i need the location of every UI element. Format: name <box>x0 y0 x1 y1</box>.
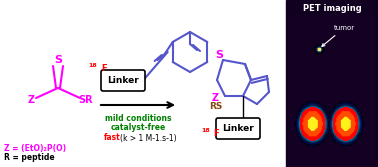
Text: mild conditions: mild conditions <box>105 114 171 123</box>
Text: Linker: Linker <box>107 76 139 85</box>
Bar <box>286 0 378 167</box>
Text: S: S <box>54 55 62 65</box>
Text: Z: Z <box>28 95 34 105</box>
Text: SR: SR <box>79 95 93 105</box>
Text: tumor: tumor <box>322 25 355 46</box>
FancyBboxPatch shape <box>216 118 260 139</box>
Text: Linker: Linker <box>222 124 254 133</box>
Text: R = peptide: R = peptide <box>4 153 55 162</box>
Text: Z = (EtO)₂P(O): Z = (EtO)₂P(O) <box>4 143 66 152</box>
Text: F: F <box>213 128 218 137</box>
Text: PET imaging: PET imaging <box>303 4 361 13</box>
Text: 18: 18 <box>88 62 97 67</box>
Text: 18: 18 <box>201 127 210 132</box>
Text: RS: RS <box>210 102 223 111</box>
Text: F: F <box>101 63 107 72</box>
Text: Z: Z <box>212 93 219 103</box>
Text: (k > 1 M-1.s-1): (k > 1 M-1.s-1) <box>120 133 177 142</box>
FancyBboxPatch shape <box>101 70 145 91</box>
Text: fast: fast <box>104 133 121 142</box>
Text: catalyst-free: catalyst-free <box>110 124 166 132</box>
Text: S: S <box>215 50 223 60</box>
